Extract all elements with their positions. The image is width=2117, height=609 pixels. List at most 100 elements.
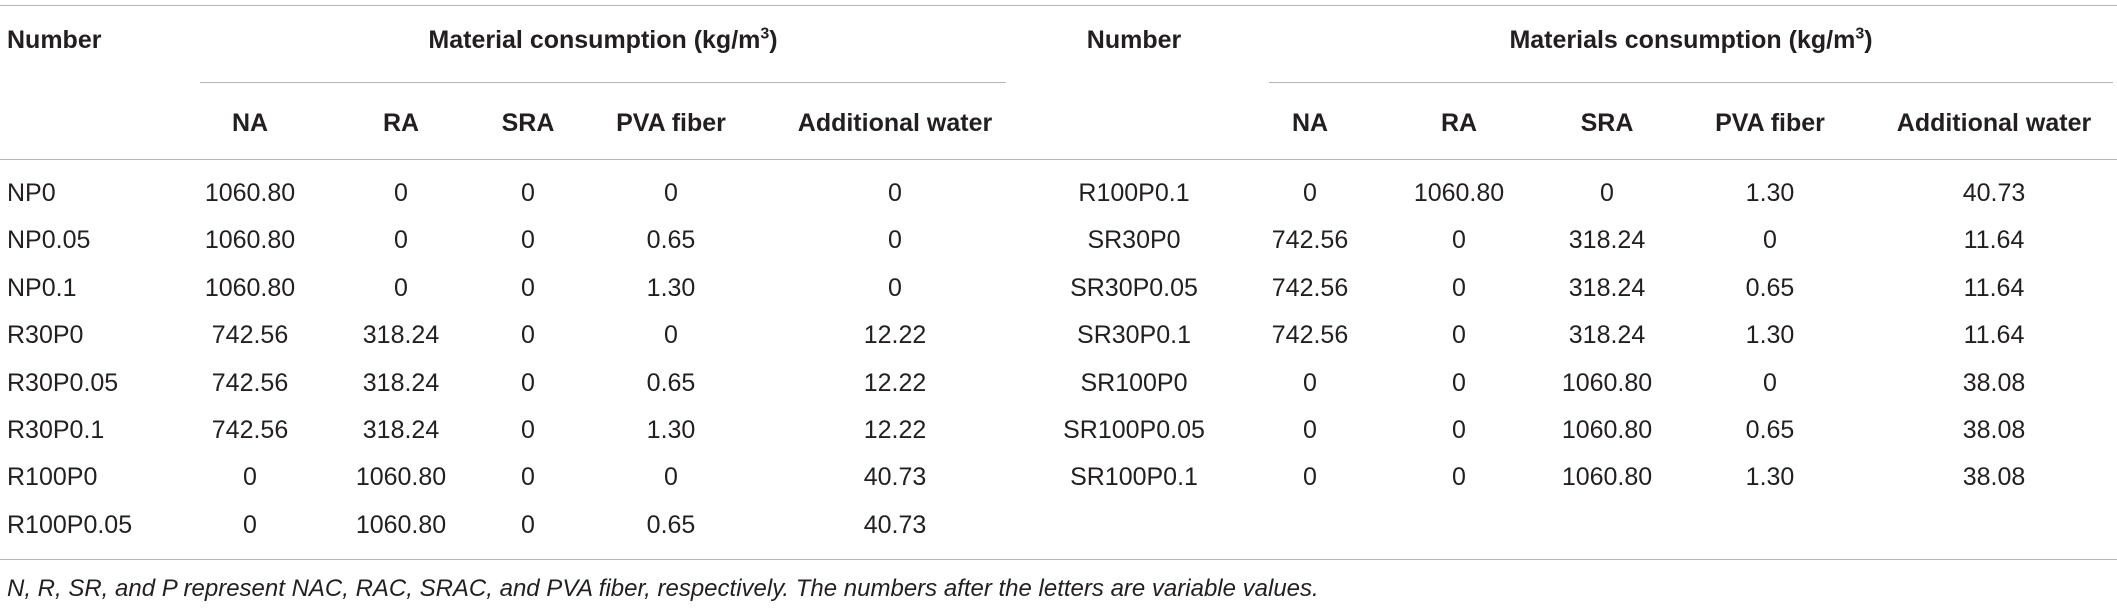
table-cell: 0 <box>521 179 535 207</box>
table-cell: 11.64 <box>1963 226 2025 255</box>
table-cell: 0 <box>521 463 535 492</box>
table-cell: 0 <box>1600 179 1614 207</box>
table-cell: 0.65 <box>1745 273 1795 302</box>
table-cell: 0 <box>521 416 535 444</box>
column-header: NA <box>231 109 269 137</box>
header-rule <box>0 159 2117 160</box>
table-cell: 40.73 <box>1962 179 2026 207</box>
table-cell: 0 <box>888 226 902 255</box>
row-label: R30P0.05 <box>7 368 119 397</box>
table-cell: 742.56 <box>211 416 289 444</box>
table-cell: 742.56 <box>211 368 289 397</box>
row-label: SR30P0.1 <box>1077 321 1191 350</box>
table-cell: 742.56 <box>1271 273 1349 302</box>
table-cell: 40.73 <box>863 510 927 539</box>
row-label: R100P0 <box>7 463 98 492</box>
row-label: R100P0.1 <box>1078 179 1190 207</box>
table-cell: 0 <box>521 226 535 255</box>
column-header: NA <box>1291 109 1329 137</box>
row-label: SR100P0 <box>1080 368 1188 397</box>
group-header-closing: ) <box>1864 26 1873 54</box>
table-cell: 1060.80 <box>204 179 296 207</box>
column-header: Additional water <box>797 109 993 137</box>
table-cell: 0 <box>243 463 257 492</box>
table-cell: 0 <box>664 179 678 207</box>
table-cell: 1060.80 <box>1561 368 1653 397</box>
table-cell: 0 <box>521 321 535 350</box>
table-cell: 0 <box>1452 368 1466 397</box>
table-cell: 0 <box>1452 416 1466 444</box>
table-cell: 318.24 <box>1568 321 1646 350</box>
group-header-superscript: 3 <box>1855 25 1865 43</box>
table-cell: 0 <box>664 463 678 492</box>
group-rule <box>200 82 1006 83</box>
table-cell: 0.65 <box>1745 416 1795 444</box>
table-cell: 0 <box>888 273 902 302</box>
column-header: RA <box>1440 109 1478 137</box>
column-header: RA <box>382 109 420 137</box>
table-cell: 40.73 <box>863 463 927 492</box>
table-cell: 1.30 <box>1745 463 1795 492</box>
table-cell: 742.56 <box>211 321 289 350</box>
table-cell: 318.24 <box>362 321 440 350</box>
row-label: NP0 <box>7 179 56 207</box>
group-header: Material consumption (kg/m3) <box>428 25 777 55</box>
table-cell: 1060.80 <box>1413 179 1505 207</box>
table-cell: 0 <box>664 321 678 350</box>
group-rule <box>1269 82 2113 83</box>
table-cell: 0 <box>521 368 535 397</box>
table-cell: 318.24 <box>1568 226 1646 255</box>
table-cell: 0 <box>1763 368 1777 397</box>
table-cell: 0 <box>1763 226 1777 255</box>
table-cell: 38.08 <box>1962 463 2026 492</box>
table-cell: 38.08 <box>1962 368 2026 397</box>
table-cell: 0 <box>394 273 408 302</box>
group-header-text: Material consumption (kg/m <box>428 26 761 54</box>
table-cell: 11.64 <box>1963 321 2025 350</box>
table-cell: 0 <box>521 273 535 302</box>
table-cell: 1.30 <box>1745 321 1795 350</box>
row-label: SR30P0 <box>1087 226 1181 255</box>
row-label: NP0.1 <box>7 273 77 302</box>
table-cell: 11.64 <box>1963 273 2025 302</box>
table-cell: 0 <box>1303 368 1317 397</box>
table-cell: 318.24 <box>362 416 440 444</box>
column-header: PVA fiber <box>616 109 726 137</box>
row-label: NP0.05 <box>7 226 91 255</box>
row-label: R100P0.05 <box>7 510 133 539</box>
table-cell: 0.65 <box>646 510 696 539</box>
table-cell: 0 <box>394 226 408 255</box>
column-header: PVA fiber <box>1715 109 1825 137</box>
group-header-text: Materials consumption (kg/m <box>1509 26 1856 54</box>
table-cell: 742.56 <box>1271 321 1349 350</box>
table-cell: 0.65 <box>646 368 696 397</box>
column-header: Number <box>7 26 102 54</box>
column-header: Number <box>1086 26 1182 54</box>
top-rule <box>0 5 2117 6</box>
table-cell: 1060.80 <box>355 510 447 539</box>
footnote: N, R, SR, and P represent NAC, RAC, SRAC… <box>7 575 1319 602</box>
table-cell: 318.24 <box>362 368 440 397</box>
row-label: R30P0.1 <box>7 416 105 444</box>
table-cell: 0 <box>1452 463 1466 492</box>
group-header-superscript: 3 <box>760 25 770 43</box>
table-cell: 0 <box>1452 226 1466 255</box>
table-cell: 0 <box>1303 416 1317 444</box>
table-cell: 1060.80 <box>1561 463 1653 492</box>
table-cell: 0 <box>1452 273 1466 302</box>
column-header: SRA <box>501 109 555 137</box>
table-cell: 1.30 <box>1745 179 1795 207</box>
table-cell: 0 <box>1303 463 1317 492</box>
table-cell: 12.22 <box>863 368 927 397</box>
row-label: SR100P0.05 <box>1063 416 1205 444</box>
table-cell: 0 <box>243 510 257 539</box>
table-cell: 1060.80 <box>204 226 296 255</box>
table-cell: 1060.80 <box>204 273 296 302</box>
table-cell: 12.22 <box>863 416 927 444</box>
table-cell: 0 <box>394 179 408 207</box>
table-cell: 0 <box>521 510 535 539</box>
row-label: R30P0 <box>7 321 84 350</box>
table-cell: 0.65 <box>646 226 696 255</box>
group-header: Materials consumption (kg/m3) <box>1509 25 1872 55</box>
